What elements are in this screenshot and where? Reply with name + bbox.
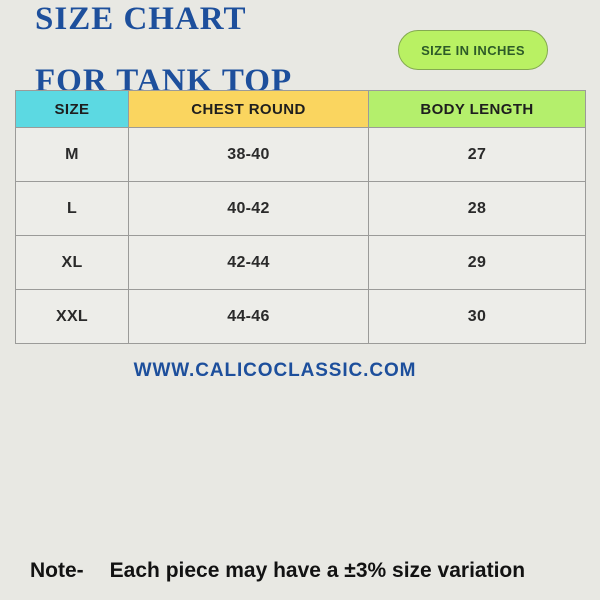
page-title-line2: FOR TANK TOP [35,63,293,99]
note-text: Each piece may have a ±3% size variation [109,559,526,582]
cell-body-length: 30 [368,289,586,344]
table-row: XL 42-44 29 [15,235,586,290]
table-row: L 40-42 28 [15,181,586,236]
cell-body-length: 28 [368,181,586,236]
cell-size: XL [15,235,129,290]
page-title-line1: SIZE CHART [35,1,247,37]
cell-body-length: 29 [368,235,586,290]
cell-chest-round: 38-40 [128,127,369,182]
table-row: M 38-40 27 [15,127,586,182]
cell-chest-round: 44-46 [128,289,369,344]
website-url: WWW.CALICOCLASSIC.COM [133,360,417,381]
size-in-inches-badge-label: SIZE IN INCHES [421,42,525,58]
page-title: SIZE CHART FOR TANK TOP [35,1,293,99]
column-header-chest-round: CHEST ROUND [128,90,369,128]
table-row: XXL 44-46 30 [15,289,586,344]
size-chart-table: SIZE CHEST ROUND BODY LENGTH M 38-40 27 … [15,90,586,344]
size-in-inches-badge: SIZE IN INCHES [398,30,548,70]
note: Note- Each piece may have a ±3% size vari… [30,557,525,585]
table-header-row: SIZE CHEST ROUND BODY LENGTH [15,90,586,128]
cell-chest-round: 40-42 [128,181,369,236]
column-header-size: SIZE [15,90,129,128]
cell-size: L [15,181,129,236]
cell-body-length: 27 [368,127,586,182]
cell-size: M [15,127,129,182]
note-label: Note- [30,559,84,582]
cell-size: XXL [15,289,129,344]
cell-chest-round: 42-44 [128,235,369,290]
column-header-body-length: BODY LENGTH [368,90,586,128]
